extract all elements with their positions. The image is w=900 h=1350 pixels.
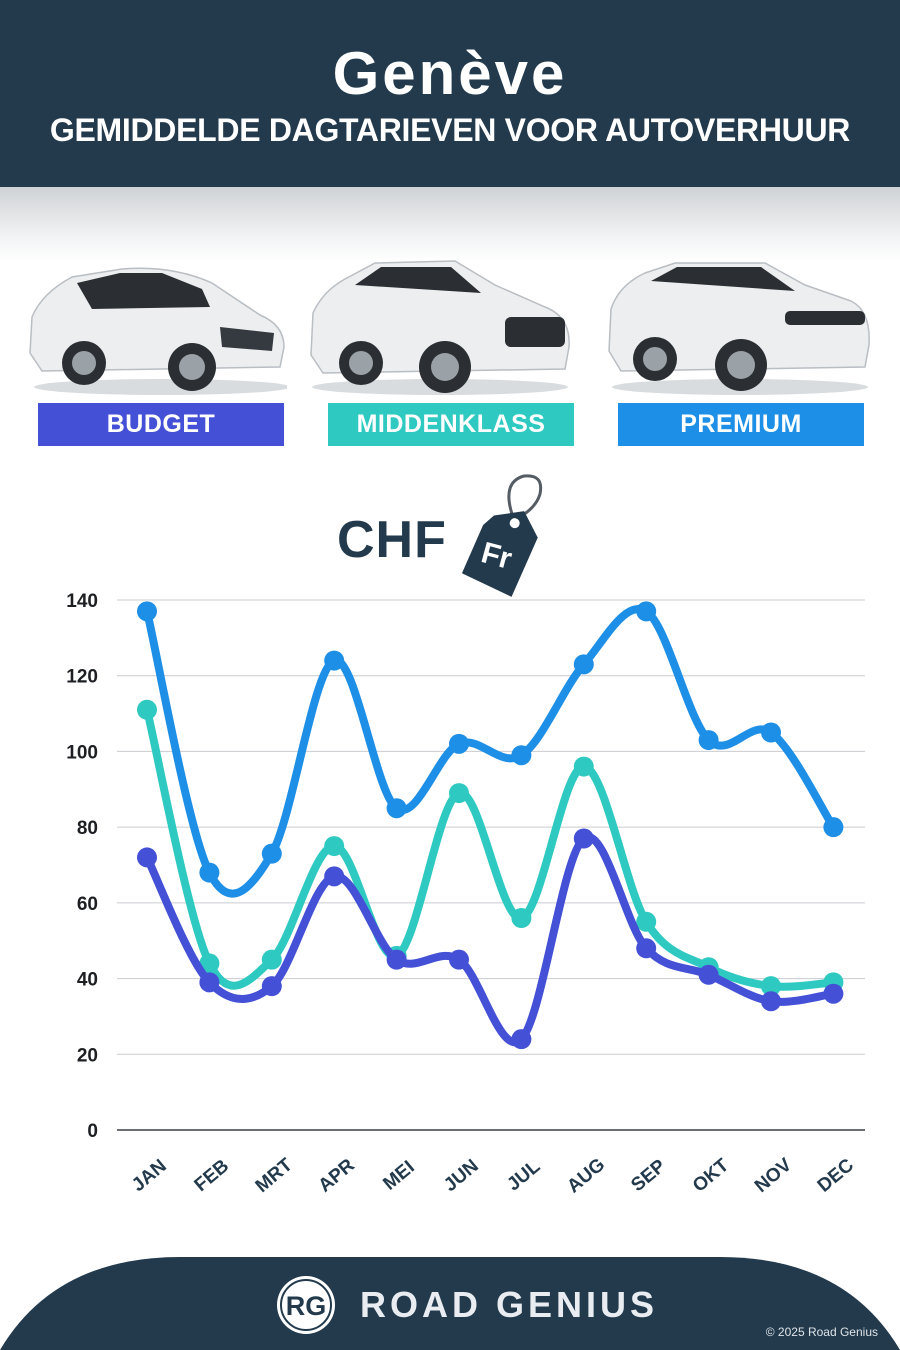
x-tick-label: MRT: [252, 1154, 297, 1197]
y-tick-label: 20: [77, 1045, 98, 1066]
y-tick-label: 40: [77, 970, 98, 991]
x-tick-label: SEP: [627, 1155, 670, 1196]
data-point-budget: [636, 938, 657, 959]
x-tick-label: MEI: [379, 1157, 418, 1195]
data-point-budget: [698, 964, 719, 985]
data-point-premium: [511, 745, 532, 766]
data-point-premium: [823, 817, 844, 838]
data-point-budget: [573, 828, 594, 849]
x-tick-label: JAN: [128, 1156, 171, 1197]
data-point-budget: [761, 991, 781, 1012]
data-point-premium: [636, 601, 657, 622]
header-banner: Genève GEMIDDELDE DAGTARIEVEN VOOR AUTOV…: [0, 0, 900, 187]
header-shadow: [0, 187, 900, 262]
x-tick-label: AUG: [563, 1154, 609, 1197]
data-point-budget: [449, 949, 469, 970]
data-point-premium: [261, 843, 282, 864]
data-point-middenklass: [137, 699, 157, 720]
data-point-premium: [137, 601, 157, 622]
data-point-budget: [386, 949, 407, 970]
logo-text: RG: [286, 1291, 327, 1321]
data-point-middenklass: [511, 908, 532, 928]
brand-name: ROAD GENIUS: [360, 1284, 659, 1325]
legend-premium: PREMIUM: [618, 403, 864, 446]
currency-label: CHF: [337, 511, 447, 569]
data-point-middenklass: [324, 836, 345, 857]
y-tick-label: 100: [66, 742, 98, 763]
data-point-middenklass: [573, 756, 594, 777]
data-point-budget: [137, 847, 157, 868]
x-axis: JAN FEB MRT APR MEI JUN JUL AUG SEP OKT NOV DEC: [128, 1154, 858, 1197]
x-tick-label: APR: [315, 1155, 359, 1197]
y-tick-label: 80: [77, 818, 98, 839]
copyright: © 2025 Road Genius: [765, 1325, 878, 1339]
y-tick-label: 0: [87, 1121, 98, 1142]
data-point-middenklass: [199, 953, 220, 974]
x-tick-label: JUL: [503, 1156, 544, 1195]
price-tag-icon: Fr: [461, 474, 543, 597]
x-tick-label: JUN: [440, 1156, 483, 1197]
data-point-premium: [698, 730, 719, 751]
line-chart: 0 20 40 60 80 100 120 140 JAN FEB MRT APR MEI JUN JUL…: [66, 591, 865, 1197]
data-point-middenklass: [761, 976, 781, 997]
data-point-premium: [449, 733, 469, 754]
series-lines: [137, 601, 844, 1050]
budget-car-image: [29, 267, 287, 395]
data-point-premium: [199, 862, 220, 883]
x-tick-label: DEC: [814, 1155, 858, 1197]
data-point-premium: [573, 654, 594, 675]
data-point-budget: [324, 866, 345, 887]
data-point-budget: [511, 1029, 532, 1050]
data-point-middenklass: [261, 949, 282, 970]
footer-banner: [0, 1257, 900, 1350]
midsize-car-image: [310, 260, 570, 395]
data-point-premium: [761, 722, 781, 743]
page-subtitle: GEMIDDELDE DAGTARIEVEN VOOR AUTOVERHUUR: [49, 112, 851, 148]
data-point-budget: [261, 976, 282, 997]
data-point-budget: [823, 983, 844, 1004]
y-tick-label: 60: [77, 894, 98, 915]
data-point-middenklass: [636, 911, 657, 932]
x-tick-label: OKT: [689, 1155, 734, 1197]
y-tick-label: 140: [66, 591, 98, 612]
x-tick-label: NOV: [751, 1154, 796, 1197]
grid-lines: [117, 599, 865, 1131]
premium-car-image: [608, 262, 870, 395]
page-title: Genève: [332, 40, 568, 107]
data-point-budget: [199, 972, 220, 993]
data-point-premium: [386, 798, 407, 819]
data-point-premium: [324, 650, 345, 671]
legend-middenklass: MIDDENKLASS: [328, 403, 574, 446]
x-tick-label: FEB: [191, 1156, 234, 1197]
legend-budget: BUDGET: [38, 403, 284, 446]
road-genius-logo: RG: [277, 1276, 335, 1334]
data-point-middenklass: [449, 783, 469, 804]
y-tick-label: 120: [66, 667, 98, 688]
y-axis: 0 20 40 60 80 100 120 140: [66, 591, 98, 1142]
